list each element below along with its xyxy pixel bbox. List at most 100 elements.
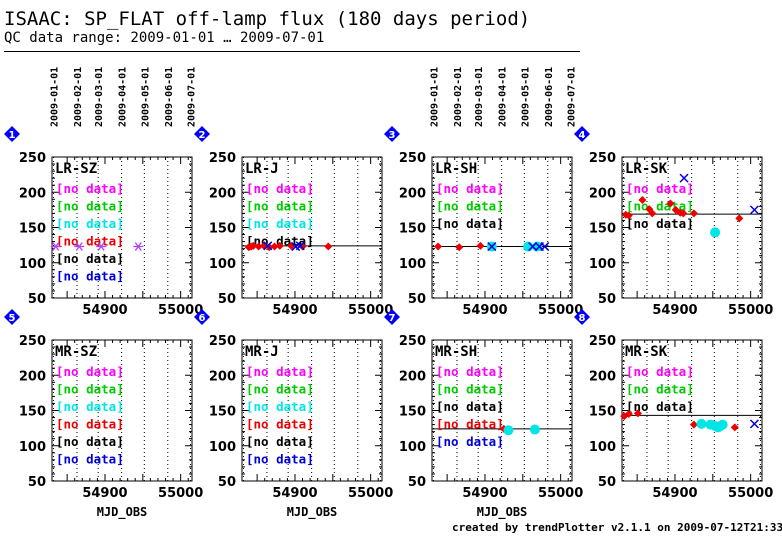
data-point-x: [679, 173, 689, 183]
y-tick-label: 200: [19, 369, 46, 384]
x-tick-label: 54900: [652, 303, 697, 318]
y-tick-label: 50: [218, 292, 236, 307]
data-point-diamond: [455, 243, 464, 252]
data-point-x: [263, 241, 273, 251]
no-data-annotation: [no data]: [56, 399, 124, 414]
panel-number: 7: [389, 313, 396, 324]
y-tick-label: 150: [209, 405, 236, 420]
y-tick-label: 150: [399, 405, 426, 420]
no-data-annotation: [no data]: [56, 434, 124, 449]
panel-number: 6: [199, 313, 206, 324]
data-point-circle: [717, 419, 728, 430]
no-data-annotation: [no data]: [56, 216, 124, 231]
no-data-annotation: [no data]: [56, 234, 124, 249]
x-tick-label: 54900: [82, 303, 127, 318]
y-tick-label: 100: [399, 440, 426, 455]
no-data-annotation: [no data]: [246, 434, 314, 449]
data-point-star: [74, 242, 85, 251]
y-tick-label: 100: [19, 440, 46, 455]
y-tick-label: 50: [28, 475, 46, 490]
y-tick-label: 250: [19, 334, 46, 349]
x-tick-label: 55000: [728, 486, 773, 501]
no-data-annotation: [no data]: [246, 216, 314, 231]
date-tick-label: 2009-01-01: [50, 67, 61, 127]
panel-number: 3: [389, 130, 396, 141]
panel-title: LR-SH: [435, 161, 477, 177]
date-tick-label: 2009-05-01: [140, 67, 151, 127]
data-point-diamond: [735, 214, 744, 223]
data-point-circle: [696, 418, 707, 429]
no-data-annotation: [no data]: [56, 269, 124, 284]
no-data-annotation: [no data]: [436, 434, 504, 449]
y-tick-label: 250: [209, 151, 236, 166]
qc-data-range: QC data range: 2009-01-01 … 2009-07-01: [4, 30, 325, 46]
date-tick-label: 2009-01-01: [430, 67, 441, 127]
x-tick-label: 55000: [348, 486, 393, 501]
panel-title: MR-SH: [435, 344, 477, 360]
data-point-diamond: [324, 242, 333, 251]
y-tick-label: 150: [589, 222, 616, 237]
panel-title: LR-SK: [625, 161, 668, 177]
no-data-annotation: [no data]: [436, 364, 504, 379]
data-point-diamond: [476, 241, 485, 250]
panel-title: MR-J: [245, 344, 279, 360]
y-tick-label: 150: [209, 222, 236, 237]
report-title: ISAAC: SP_FLAT off-lamp flux (180 days p…: [4, 8, 531, 30]
y-tick-label: 100: [19, 257, 46, 272]
y-tick-label: 100: [209, 257, 236, 272]
y-tick-label: 50: [598, 475, 616, 490]
no-data-annotation: [no data]: [626, 364, 694, 379]
panel-5: 5 50 100 150 200 250 54900 55000 MJD_OBS MR-SZ [no…: [4, 309, 203, 520]
x-axis-label: MJD_OBS: [287, 505, 338, 520]
panel-title: MR-SK: [625, 344, 668, 360]
y-tick-label: 250: [589, 334, 616, 349]
date-tick-label: 2009-03-01: [94, 67, 105, 127]
no-data-annotation: [no data]: [246, 417, 314, 432]
panel-badge-icon: [4, 309, 20, 325]
data-point-x: [295, 241, 305, 251]
y-tick-label: 200: [589, 369, 616, 384]
no-data-annotation: [no data]: [246, 199, 314, 214]
no-data-annotation: [no data]: [626, 216, 694, 231]
y-tick-label: 250: [399, 334, 426, 349]
x-axis-label: MJD_OBS: [97, 505, 148, 520]
panel-number: 1: [9, 130, 16, 141]
panel-6: 6 50 100 150 200 250 54900 55000 MJD_OBS MR-J [no …: [194, 309, 393, 520]
data-point-star: [96, 242, 107, 251]
data-point-x: [749, 205, 759, 215]
data-point-diamond: [270, 242, 279, 251]
x-tick-label: 54900: [462, 486, 507, 501]
y-tick-label: 200: [209, 369, 236, 384]
panel-3: 3 50 100 150 200 250 54900 55000 2009-01-01 2009-…: [384, 67, 583, 318]
x-tick-label: 54900: [272, 303, 317, 318]
y-tick-label: 200: [209, 186, 236, 201]
y-tick-label: 200: [589, 186, 616, 201]
data-point-x: [749, 419, 759, 429]
no-data-annotation: [no data]: [56, 199, 124, 214]
panel-badge-icon: [194, 126, 210, 142]
y-tick-label: 150: [19, 222, 46, 237]
panel-title: LR-SZ: [55, 161, 97, 177]
data-point-diamond: [624, 410, 633, 419]
no-data-annotation: [no data]: [56, 364, 124, 379]
title-block: ISAAC: SP_FLAT off-lamp flux (180 days p…: [4, 8, 564, 46]
date-tick-label: 2009-07-01: [566, 67, 577, 127]
no-data-annotation: [no data]: [626, 382, 694, 397]
date-tick-label: 2009-02-01: [73, 67, 84, 127]
panel-title: LR-J: [245, 161, 279, 177]
no-data-annotation: [no data]: [436, 199, 504, 214]
y-tick-label: 150: [589, 405, 616, 420]
no-data-annotation: [no data]: [626, 399, 694, 414]
y-tick-label: 150: [19, 405, 46, 420]
date-tick-label: 2009-04-01: [498, 67, 509, 127]
y-tick-label: 200: [19, 186, 46, 201]
y-tick-label: 200: [399, 186, 426, 201]
y-tick-label: 250: [19, 151, 46, 166]
y-tick-label: 200: [399, 369, 426, 384]
panel-number: 4: [579, 130, 586, 141]
date-tick-label: 2009-02-01: [453, 67, 464, 127]
date-tick-label: 2009-03-01: [474, 67, 485, 127]
